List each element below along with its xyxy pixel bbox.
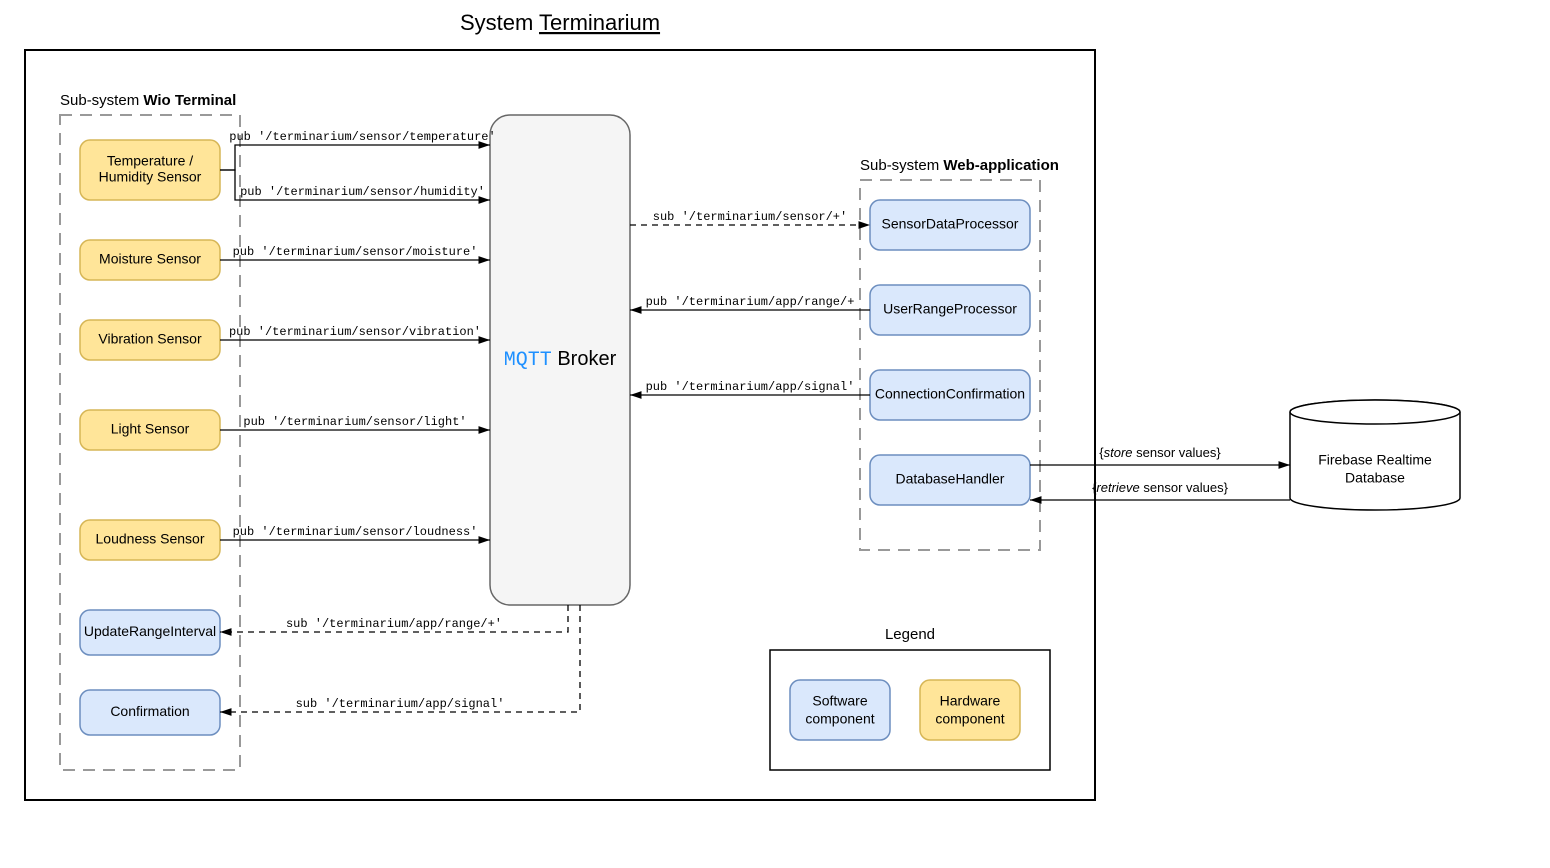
edge-label-e_conf: sub '/terminarium/app/signal' [296,697,505,711]
edge-label-e_light: pub '/terminarium/sensor/light' [243,415,466,429]
database-label: Database [1345,470,1405,486]
svg-text:component: component [805,711,874,727]
node-label-moisture: Moisture Sensor [99,251,201,267]
node-label-loudness: Loudness Sensor [96,531,205,547]
edge-label-e_pub_sig: pub '/terminarium/app/signal' [646,380,855,394]
node-label-updateRange: UpdateRangeInterval [84,623,216,639]
mqtt-broker-label: MQTT Broker [504,348,617,372]
svg-text:Software: Software [812,693,867,709]
edge-e_temp_t [220,145,490,170]
node-label-temp: Humidity Sensor [99,169,202,185]
node-label-connConf: ConnectionConfirmation [875,386,1025,402]
node-label-temp: Temperature / [107,153,193,169]
node-label-dbHandler: DatabaseHandler [896,471,1005,487]
edge-label-e_loud: pub '/terminarium/sensor/loudness' [233,525,478,539]
edge-label-e_store: {store sensor values} [1099,445,1221,460]
edge-label-e_temp_h: pub '/terminarium/sensor/humidity' [240,185,485,199]
edge-label-e_retrieve: {retrieve sensor values} [1092,480,1229,495]
node-label-confirm: Confirmation [110,703,189,719]
edge-label-e_pub_rng: pub '/terminarium/app/range/+ [646,295,855,309]
system-title: System Terminarium [460,10,660,35]
edge-label-e_sub_sens: sub '/terminarium/sensor/+' [653,210,847,224]
node-label-vibration: Vibration Sensor [98,331,202,347]
node-label-light: Light Sensor [111,421,190,437]
subsystem-title-wio-terminal: Sub-system Wio Terminal [60,92,236,109]
database-top [1290,400,1460,424]
svg-text:Hardware: Hardware [940,693,1001,709]
node-label-sensorProc: SensorDataProcessor [882,216,1019,232]
legend-title: Legend [885,626,935,643]
edge-label-e_vib: pub '/terminarium/sensor/vibration' [229,325,481,339]
edge-label-e_moist: pub '/terminarium/sensor/moisture' [233,245,478,259]
edge-label-e_upd: sub '/terminarium/app/range/+' [286,617,502,631]
edge-label-e_temp_t: pub '/terminarium/sensor/temperature' [229,130,495,144]
subsystem-title-web-application: Sub-system Web-application [860,157,1059,174]
node-label-rangeProc: UserRangeProcessor [883,301,1017,317]
svg-text:component: component [935,711,1004,727]
database-label: Firebase Realtime [1318,452,1432,468]
